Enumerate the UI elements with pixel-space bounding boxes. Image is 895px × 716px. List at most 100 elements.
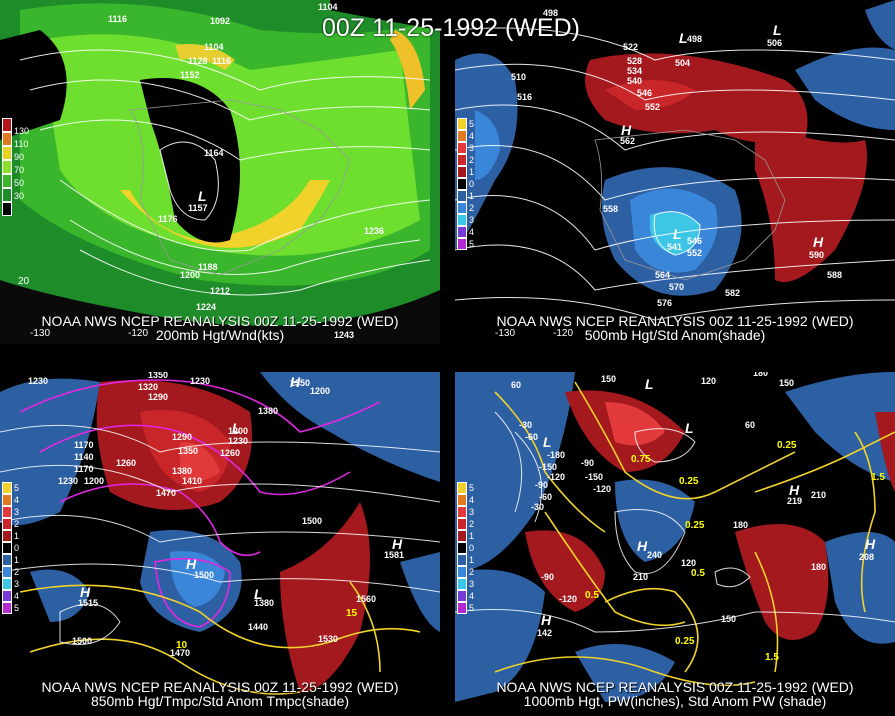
contour-label: 1290 (172, 432, 193, 442)
contour-label: 1350 (290, 378, 311, 388)
contour-label: 1500 (302, 516, 323, 526)
contour-label: 60 (745, 420, 756, 430)
contour-label: 1236 (364, 226, 385, 236)
contour-label: 219 (787, 496, 803, 506)
contour-label: 582 (725, 288, 741, 298)
contour-label: 1140 (74, 452, 94, 462)
contour-label: 558 (603, 204, 619, 214)
contour-label: 0.75 (631, 454, 651, 465)
contour-label: 1500 (72, 636, 93, 646)
contour-label: 180 (811, 562, 827, 572)
contour-label: 10 (176, 640, 188, 651)
contour-label: 1170 (74, 464, 94, 474)
contour-label: 180 (753, 372, 769, 378)
contour-label: -30 (519, 420, 533, 430)
legend-wind (2, 118, 14, 216)
contour-label: 150 (779, 378, 795, 388)
contour-label: 60 (511, 380, 522, 390)
contour-label: 120 (701, 376, 717, 386)
contour-label: 1440 (248, 622, 269, 632)
contour-label: 180 (733, 520, 749, 530)
contour-label: -30 (531, 502, 545, 512)
panel-caption: NOAA NWS NCEP REANALYSIS 00Z 11-25-1992 … (496, 313, 854, 343)
contour-label: 590 (809, 250, 825, 260)
main-title: 00Z 11-25-1992 (WED) (322, 14, 580, 42)
map-1000mb (455, 372, 895, 716)
contour-label: -60 (539, 492, 553, 502)
contour-label: 150 (721, 614, 737, 624)
contour-label: 552 (645, 102, 661, 112)
contour-label: -120 (559, 594, 578, 604)
contour-label: 1515 (78, 598, 99, 608)
low-pressure-center: L (679, 30, 688, 46)
panel-caption: NOAA NWS NCEP REANALYSIS 00Z 11-25-1992 … (41, 313, 399, 343)
contour-label: 552 (687, 248, 703, 258)
high-pressure-center: H (186, 556, 197, 572)
contour-label: 1581 (384, 550, 405, 560)
contour-label: 1470 (156, 488, 177, 498)
contour-label: 506 (767, 38, 783, 48)
legend-anomaly (457, 482, 469, 614)
contour-label: 1176 (158, 214, 178, 224)
contour-label: 1230 (58, 476, 79, 486)
lon-label: -120 (128, 328, 149, 339)
contour-label: 498 (543, 8, 559, 18)
contour-label: 1116 (108, 14, 128, 24)
contour-label: 150 (601, 374, 617, 384)
contour-label: 522 (623, 42, 639, 52)
contour-label: 210 (811, 490, 827, 500)
low-pressure-center: L (254, 586, 263, 602)
contour-label: 516 (517, 92, 533, 102)
high-pressure-center: H (621, 122, 632, 138)
contour-label: 0.25 (777, 440, 797, 451)
contour-label: -60 (525, 432, 539, 442)
contour-label: 588 (827, 270, 843, 280)
map-200mb (0, 0, 440, 344)
low-pressure-center: L (673, 226, 682, 242)
contour-label: 1.5 (871, 472, 885, 483)
contour-label: 0.25 (679, 476, 699, 487)
contour-label: 1212 (210, 286, 231, 296)
contour-label: 210 (633, 572, 649, 582)
high-pressure-center: H (865, 536, 876, 552)
contour-label: 1224 (196, 302, 217, 312)
contour-label: 0.25 (675, 636, 695, 647)
contour-label: 0.25 (685, 520, 705, 531)
lon-label: -120 (553, 328, 574, 339)
contour-label: 142 (537, 628, 553, 638)
contour-label: 1260 (220, 448, 241, 458)
low-pressure-center: L (232, 420, 241, 436)
lat-label: 20 (18, 276, 30, 287)
low-pressure-center: L (685, 420, 694, 436)
map-500mb (455, 0, 895, 344)
contour-label: 1260 (116, 458, 137, 468)
contour-label: 540 (627, 76, 643, 86)
contour-label: 576 (657, 298, 673, 308)
contour-label: 1320 (138, 382, 159, 392)
contour-label: 1104 (204, 42, 224, 52)
legend-labels-wind: 130 110 90 70 50 30 (14, 126, 30, 201)
contour-label: -150 (585, 472, 604, 482)
contour-label: 1230 (28, 376, 49, 386)
high-pressure-center: H (541, 612, 552, 628)
panel-caption: NOAA NWS NCEP REANALYSIS 00Z 11-25-1992 … (496, 679, 854, 709)
high-pressure-center: H (290, 374, 301, 390)
contour-label: 1200 (228, 426, 249, 436)
high-pressure-center: H (637, 538, 648, 554)
contour-label: 1410 (182, 476, 203, 486)
contour-label: 546 (637, 88, 653, 98)
contour-label: 1092 (210, 16, 231, 26)
lon-label: -130 (495, 328, 516, 339)
contour-label: 534 (627, 66, 643, 76)
low-pressure-center: L (645, 376, 654, 392)
contour-label: 1188 (198, 262, 218, 272)
panel-caption: NOAA NWS NCEP REANALYSIS 00Z 11-25-1992 … (41, 679, 399, 709)
contour-label: 562 (620, 136, 636, 146)
contour-label: 1104 (318, 2, 338, 12)
